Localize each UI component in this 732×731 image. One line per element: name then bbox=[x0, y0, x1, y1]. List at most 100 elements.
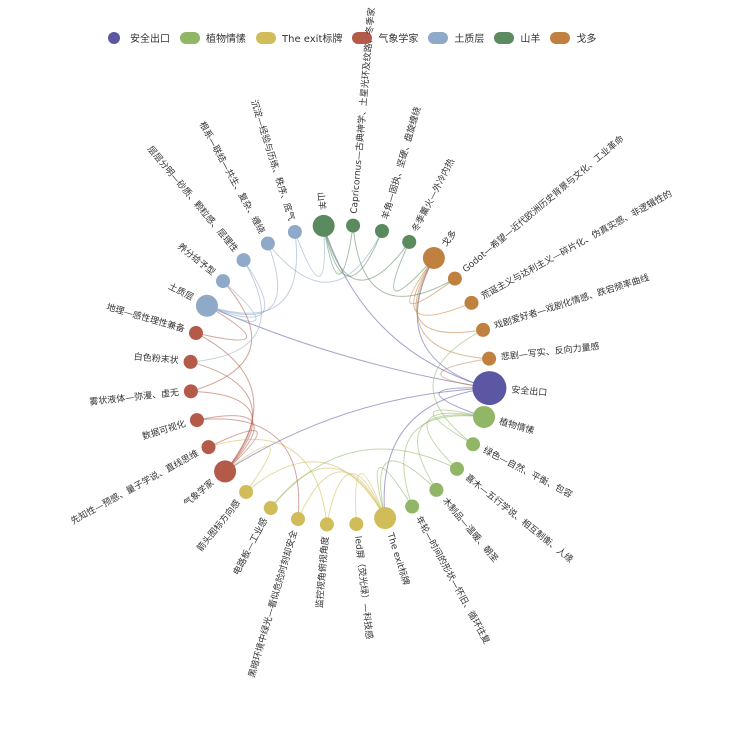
link-curve bbox=[403, 415, 485, 507]
node-label: 监控视角俯视角度 bbox=[313, 536, 331, 609]
graph-node[interactable] bbox=[447, 271, 462, 286]
link-curve bbox=[438, 387, 490, 418]
graph-node[interactable] bbox=[466, 437, 481, 452]
node-label: 箭头图标方向感 bbox=[194, 497, 243, 554]
graph-node[interactable] bbox=[183, 354, 198, 369]
graph-node[interactable] bbox=[183, 384, 198, 399]
node-label: Capricornus—古典神学、土星光环及纹路、冬季家 bbox=[348, 7, 378, 214]
graph-node[interactable] bbox=[374, 507, 397, 530]
link-curve bbox=[294, 225, 325, 277]
node-label: 植物情愫 bbox=[498, 415, 536, 437]
legend-label: 气象学家 bbox=[378, 34, 419, 45]
graph-node[interactable] bbox=[216, 274, 231, 289]
graph-node[interactable] bbox=[189, 413, 204, 428]
link-curve bbox=[323, 225, 354, 275]
link-curve bbox=[415, 257, 484, 334]
node-label: 沉淀—经验与历练、秩序、底气 bbox=[248, 98, 297, 222]
labels-layer: 安全出口植物情愫绿色—自然、平衡、包容喜木—五行学说、相互制衡、人缘木制品—温暖… bbox=[69, 7, 674, 679]
graph-node[interactable] bbox=[482, 351, 497, 366]
graph-node[interactable] bbox=[312, 214, 335, 237]
link-curve bbox=[208, 438, 328, 525]
legend-item[interactable]: 土质层 bbox=[428, 30, 484, 45]
link-curve bbox=[432, 329, 484, 445]
graph-node[interactable] bbox=[472, 371, 507, 406]
legend-item[interactable]: The exit标牌 bbox=[256, 30, 342, 45]
legend-swatch bbox=[256, 31, 276, 44]
legend-swatch bbox=[352, 31, 373, 44]
link-curve bbox=[297, 471, 386, 520]
link-curve bbox=[416, 257, 490, 389]
graph-node[interactable] bbox=[236, 253, 251, 268]
link-curve bbox=[206, 243, 279, 316]
graph-node[interactable] bbox=[346, 218, 361, 233]
node-label: 先知性—预感、量子学说、直线思维 bbox=[69, 447, 201, 527]
link-curve bbox=[195, 332, 255, 472]
link-curve bbox=[206, 305, 490, 389]
graph-node[interactable] bbox=[214, 460, 237, 483]
node-label: 年轮—时间的形状—怀旧、循环往复 bbox=[413, 514, 493, 646]
link-curve bbox=[224, 387, 490, 472]
legend-item[interactable]: 山羊 bbox=[494, 30, 540, 45]
node-label: 木制品—温暖、朝圣 bbox=[440, 495, 501, 565]
graph-node[interactable] bbox=[239, 484, 254, 499]
legend-swatch bbox=[550, 31, 571, 44]
node-label: 白色粉末状 bbox=[133, 350, 179, 366]
link-curve bbox=[355, 473, 386, 525]
graph-node[interactable] bbox=[195, 294, 218, 317]
node-label: 气象学家 bbox=[181, 477, 216, 509]
link-curve bbox=[206, 231, 298, 314]
link-curve bbox=[196, 418, 300, 520]
graph-node[interactable] bbox=[464, 295, 479, 310]
link-curve bbox=[323, 225, 490, 389]
graph-node[interactable] bbox=[188, 326, 203, 341]
graph-node[interactable] bbox=[349, 517, 364, 532]
legend-item[interactable]: 安全出口 bbox=[108, 30, 170, 45]
graph-node[interactable] bbox=[319, 517, 334, 532]
graph-node[interactable] bbox=[473, 405, 496, 428]
legend-label: The exit标牌 bbox=[282, 34, 343, 45]
graph-node[interactable] bbox=[287, 224, 302, 239]
link-curve bbox=[190, 259, 262, 363]
graph-node[interactable] bbox=[291, 512, 306, 527]
link-curve bbox=[270, 467, 386, 519]
graph-node[interactable] bbox=[402, 234, 417, 249]
link-curve bbox=[190, 390, 254, 472]
node-label: 养分给予型 bbox=[175, 240, 218, 278]
legend-item[interactable]: 植物情愫 bbox=[180, 30, 246, 45]
link-curve bbox=[206, 280, 257, 322]
node-label: 雾状液体—弥漫、虚无 bbox=[89, 386, 180, 408]
link-curve bbox=[224, 445, 271, 493]
graph-node[interactable] bbox=[374, 223, 389, 238]
link-curve bbox=[433, 409, 485, 445]
graph-node[interactable] bbox=[260, 236, 275, 251]
graph-node[interactable] bbox=[422, 247, 445, 270]
link-curve bbox=[409, 257, 456, 305]
legend-item[interactable]: 气象学家 bbox=[352, 30, 418, 45]
graph-node[interactable] bbox=[429, 482, 444, 497]
node-label: The exit标牌 bbox=[384, 530, 412, 586]
node-label: 冬季薰火—外冷内热 bbox=[409, 156, 457, 233]
node-label: led屏（荧光绿）—科技感 bbox=[352, 535, 375, 639]
legend-label: 戈多 bbox=[576, 34, 597, 45]
nodes-layer bbox=[183, 214, 507, 532]
legend-swatch bbox=[428, 31, 449, 44]
graph-node[interactable] bbox=[476, 322, 491, 337]
graph-node[interactable] bbox=[201, 440, 216, 455]
link-curve bbox=[380, 460, 437, 519]
node-label: 荒诞主义与达利主义—碎片化、伪真实感、非逻辑性的 bbox=[479, 187, 674, 301]
graph-node[interactable] bbox=[263, 501, 278, 516]
graph-node[interactable] bbox=[449, 461, 464, 476]
link-curve bbox=[383, 387, 490, 519]
legend: 安全出口 植物情愫 The exit标牌 气象学家 土质层 山羊 戈多 bbox=[108, 30, 606, 45]
node-label: 山羊 bbox=[314, 191, 328, 210]
graph-node[interactable] bbox=[405, 499, 420, 514]
node-label: 电路板—工业感 bbox=[230, 516, 270, 577]
link-curve bbox=[267, 230, 383, 283]
legend-item[interactable]: 戈多 bbox=[550, 30, 596, 45]
link-curve bbox=[245, 461, 386, 519]
node-label: 数据可视化 bbox=[141, 418, 188, 443]
node-label: 土质层 bbox=[166, 280, 196, 303]
legend-label: 山羊 bbox=[520, 34, 541, 45]
node-label: 地理—感性理性兼备 bbox=[105, 301, 186, 335]
